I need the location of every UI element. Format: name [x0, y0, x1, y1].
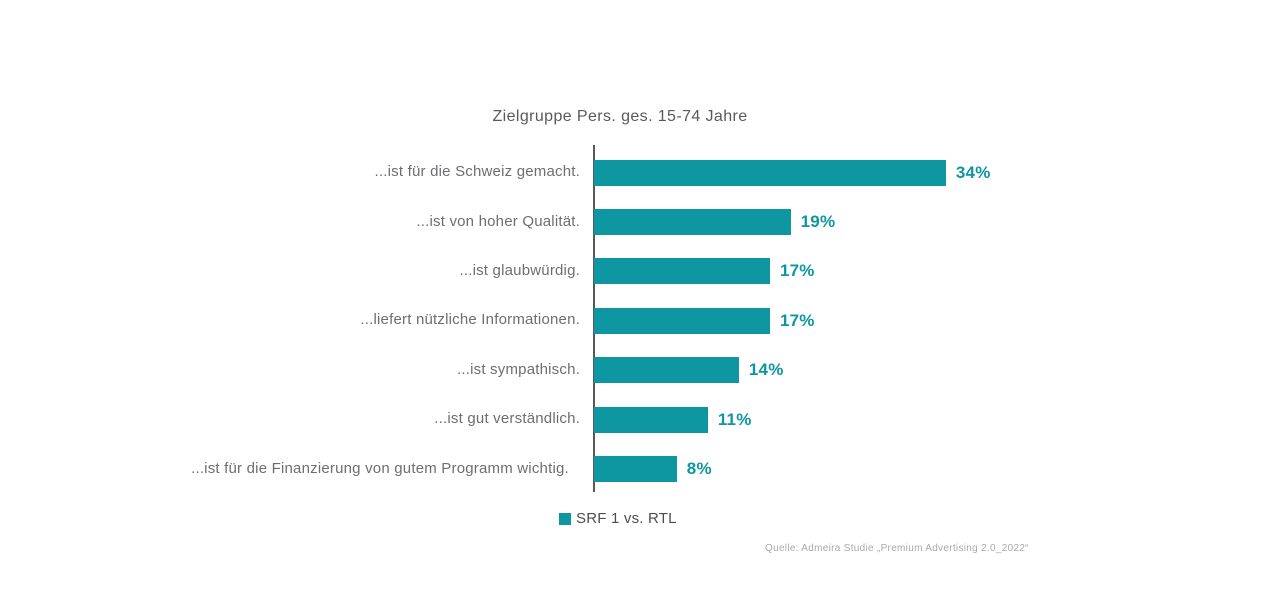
- category-label: ...liefert nützliche Informationen.: [360, 311, 580, 329]
- bar-wrap: 17%: [594, 247, 815, 296]
- chart-row: ...liefert nützliche Informationen. 17%: [180, 296, 991, 345]
- value-label: 14%: [748, 360, 784, 380]
- source-note: Quelle: Admeira Studie „Premium Advertis…: [765, 543, 1029, 554]
- bar: [594, 406, 708, 433]
- chart-row: ...ist glaubwürdig. 17%: [180, 247, 991, 296]
- bar: [594, 357, 739, 384]
- value-label: 11%: [717, 409, 752, 429]
- legend-label: SRF 1 vs. RTL: [576, 510, 677, 527]
- chart-row: ...ist sympathisch. 14%: [180, 346, 991, 395]
- legend-marker-square-icon: [559, 512, 571, 525]
- chart-row: ...ist gut verständlich. 11%: [180, 395, 991, 444]
- value-label: 17%: [779, 261, 815, 281]
- value-label: 8%: [686, 459, 712, 479]
- chart-rows: ...ist für die Schweiz gemacht. 34% ...i…: [180, 148, 991, 494]
- bar-wrap: 19%: [594, 197, 835, 246]
- value-label: 34%: [955, 162, 991, 182]
- legend: SRF 1 vs. RTL: [559, 510, 677, 527]
- bar: [594, 307, 770, 334]
- category-label: ...ist von hoher Qualität.: [416, 212, 580, 230]
- category-label: ...ist für die Schweiz gemacht.: [374, 163, 580, 181]
- bar-wrap: 17%: [594, 296, 815, 345]
- category-label: ...ist glaubwürdig.: [459, 262, 580, 280]
- category-label: ...ist sympathisch.: [456, 360, 580, 378]
- bar-wrap: 11%: [594, 395, 752, 444]
- bar: [594, 159, 946, 186]
- chart-row: ...ist für die Schweiz gemacht. 34%: [180, 148, 991, 197]
- bar-wrap: 34%: [594, 148, 991, 197]
- chart-row: ...ist für die Finanzierung von gutem Pr…: [180, 444, 991, 493]
- chart-row: ...ist von hoher Qualität. 19%: [180, 197, 991, 246]
- value-label: 17%: [779, 310, 815, 330]
- bar: [594, 456, 677, 483]
- chart-title: Zielgruppe Pers. ges. 15-74 Jahre: [492, 108, 748, 125]
- category-label: ...ist gut verständlich.: [434, 410, 580, 428]
- bar-wrap: 14%: [594, 346, 784, 395]
- bar-wrap: 8%: [594, 444, 712, 493]
- bar: [594, 209, 791, 236]
- category-label: ...ist für die Finanzierung von gutem Pr…: [191, 459, 569, 477]
- bar: [594, 258, 770, 285]
- value-label: 19%: [800, 212, 836, 232]
